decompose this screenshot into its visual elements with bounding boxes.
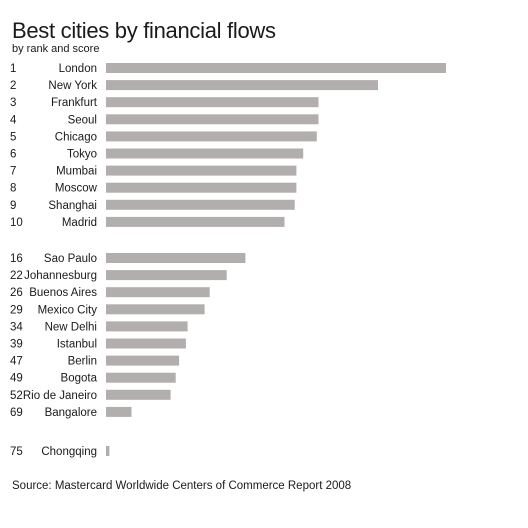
city-label: Mexico City [38, 304, 98, 316]
bar [106, 406, 132, 417]
bar [106, 165, 297, 176]
rank-label: 5 [10, 131, 16, 143]
bar [106, 80, 378, 91]
bar [106, 253, 246, 263]
bar [106, 131, 317, 142]
rank-label: 75 [10, 446, 23, 458]
chart-title: Best cities by financial flows [12, 18, 276, 43]
rank-label: 39 [10, 339, 23, 351]
rank-label: 47 [10, 356, 23, 368]
bar [106, 372, 176, 383]
bar [106, 148, 304, 159]
bar [106, 287, 210, 298]
city-label: Berlin [68, 356, 97, 368]
bar [106, 216, 285, 227]
city-label: New York [48, 80, 97, 92]
city-label: New Delhi [45, 321, 97, 333]
chart-source: Source: Mastercard Worldwide Centers of … [12, 480, 352, 492]
city-label: Seoul [68, 114, 97, 126]
rank-label: 2 [10, 80, 16, 92]
bar [106, 114, 319, 125]
city-label: Moscow [55, 183, 98, 195]
rank-label: 4 [10, 114, 17, 126]
bar [106, 199, 295, 210]
city-label: Buenos Aires [29, 287, 97, 299]
city-label: Chicago [55, 131, 97, 143]
bar [106, 270, 227, 281]
bar [106, 63, 446, 73]
city-label: Shanghai [48, 200, 97, 212]
city-label: London [59, 63, 97, 75]
city-label: Frankfurt [51, 97, 98, 109]
city-label: Istanbul [57, 339, 97, 351]
rank-label: 7 [10, 166, 16, 178]
rank-label: 26 [10, 287, 23, 299]
rank-label: 22 [10, 270, 23, 282]
bar [106, 182, 297, 193]
city-label: Madrid [62, 217, 97, 229]
city-label: Mumbai [56, 166, 97, 178]
bar [106, 355, 180, 366]
rank-label: 52 [10, 390, 23, 402]
rank-label: 6 [10, 149, 16, 161]
chart-subtitle: by rank and score [12, 43, 100, 55]
rank-label: 49 [10, 373, 23, 385]
city-label: Johannesburg [24, 270, 97, 282]
rank-label: 8 [10, 183, 16, 195]
city-label: Tokyo [67, 149, 97, 161]
rank-label: 29 [10, 304, 23, 316]
city-label: Chongqing [41, 446, 97, 458]
bar [106, 304, 205, 315]
city-label: Rio de Janeiro [23, 390, 97, 402]
rank-label: 34 [10, 321, 23, 333]
bar [106, 338, 186, 349]
rank-label: 1 [10, 63, 16, 75]
bar [106, 389, 171, 400]
rank-label: 69 [10, 407, 23, 419]
city-label: Sao Paulo [44, 253, 97, 265]
city-label: Bogota [61, 373, 98, 385]
city-label: Bangalore [45, 407, 97, 419]
rank-label: 10 [10, 217, 23, 229]
rank-label: 3 [10, 97, 16, 109]
rank-label: 16 [10, 253, 23, 265]
bar [106, 97, 319, 108]
rank-label: 9 [10, 200, 16, 212]
bar [106, 321, 188, 332]
bar [106, 446, 110, 456]
